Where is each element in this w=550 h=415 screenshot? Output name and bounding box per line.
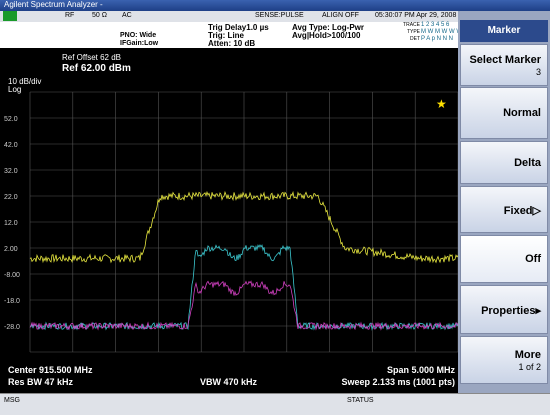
y-label: 2.00 bbox=[4, 246, 18, 253]
window-title: Agilent Spectrum Analyzer - bbox=[4, 0, 103, 9]
menu-button[interactable]: Properties▸ bbox=[460, 285, 548, 334]
button-label: More bbox=[514, 349, 541, 361]
trace-nums: 1 2 3 4 5 6 bbox=[421, 22, 450, 28]
rf: RF bbox=[65, 12, 75, 19]
align: ALIGN OFF bbox=[322, 12, 359, 19]
status-icon bbox=[3, 11, 17, 21]
trig: Trig: Line bbox=[208, 31, 244, 40]
button-label: Fixed▷ bbox=[503, 204, 541, 217]
avg-hold: Avg|Hold>100/100 bbox=[292, 31, 361, 40]
button-label: Normal bbox=[503, 107, 541, 119]
impedance: 50 Ω bbox=[92, 12, 107, 19]
y-label: 32.0 bbox=[4, 168, 18, 175]
ifgain: IFGain:Low bbox=[120, 40, 159, 47]
y-label: -28.0 bbox=[4, 324, 20, 331]
button-label: Off bbox=[525, 253, 541, 265]
sweep: Sweep 2.133 ms (1001 pts) bbox=[341, 377, 455, 387]
trace-yellow bbox=[29, 190, 458, 264]
marker-star: ★ bbox=[436, 97, 447, 111]
status: STATUS bbox=[347, 397, 374, 404]
trace-magenta bbox=[29, 280, 458, 331]
atten: Atten: 10 dB bbox=[208, 39, 256, 48]
span: Span 5.000 MHz bbox=[387, 365, 456, 375]
y-label: 42.0 bbox=[4, 142, 18, 149]
settings-row bbox=[0, 22, 458, 48]
scale: 10 dB/div bbox=[8, 77, 41, 86]
ref-offset: Ref Offset 62 dB bbox=[62, 53, 121, 62]
menu-button[interactable]: Off bbox=[460, 235, 548, 283]
display: Ref Offset 62 dB Ref 62.00 dBm 10 dB/div… bbox=[0, 48, 458, 393]
det-vals: P A p N N N bbox=[421, 36, 453, 42]
button-label: Select Marker bbox=[469, 54, 541, 66]
type-vals: M W M W W W bbox=[421, 29, 462, 35]
menu-button[interactable]: More 1 of 2 bbox=[460, 336, 548, 384]
menu-header: Marker bbox=[460, 20, 548, 42]
y-label: 52.0 bbox=[4, 116, 18, 123]
type: TYPE bbox=[406, 29, 420, 35]
status-bar bbox=[0, 393, 550, 415]
menu-button[interactable]: Normal bbox=[460, 87, 548, 139]
sense: SENSE:PULSE bbox=[255, 12, 304, 19]
display-bg bbox=[0, 48, 458, 393]
clock: 05:30:07 PM Apr 29, 2008 bbox=[375, 12, 457, 19]
y-label: 12.0 bbox=[4, 220, 18, 227]
ref-level: Ref 62.00 dBm bbox=[62, 63, 131, 74]
menu-button[interactable]: Select Marker 3 bbox=[460, 44, 548, 86]
menu-button[interactable]: Delta bbox=[460, 141, 548, 184]
trace-labels: TRACE TYPE DET bbox=[400, 22, 420, 43]
avg-type: Avg Type: Log-Pwr bbox=[292, 23, 364, 32]
y-label: -18.0 bbox=[4, 298, 20, 305]
button-sub: 3 bbox=[535, 67, 541, 77]
button-sub: 1 of 2 bbox=[518, 362, 541, 372]
det: DET bbox=[410, 36, 420, 42]
coupling: AC bbox=[122, 12, 132, 19]
title-bar bbox=[0, 0, 550, 11]
msg: MSG bbox=[4, 397, 20, 404]
trig-delay: Trig Delay1.0 µs bbox=[208, 23, 269, 32]
menu-button[interactable]: Fixed▷ bbox=[460, 186, 548, 233]
trace: TRACE bbox=[403, 22, 420, 28]
y-label: 22.0 bbox=[4, 194, 18, 201]
center-freq: Center 915.500 MHz bbox=[8, 365, 93, 375]
y-label: -8.00 bbox=[4, 272, 20, 279]
pno: PNO: Wide bbox=[120, 32, 157, 39]
log: Log bbox=[8, 85, 21, 94]
vbw: VBW 470 kHz bbox=[200, 377, 258, 387]
res-bw: Res BW 47 kHz bbox=[8, 377, 74, 387]
button-label: Properties▸ bbox=[481, 304, 541, 317]
button-label: Delta bbox=[514, 156, 541, 169]
